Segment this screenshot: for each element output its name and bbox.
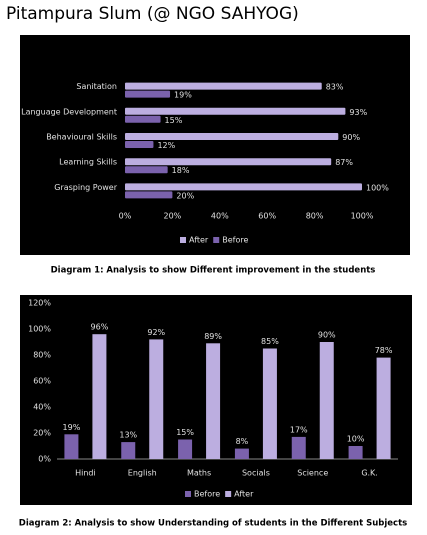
- bar: [291, 436, 306, 459]
- y-tick-label: 20%: [33, 429, 51, 438]
- y-tick-label: 100%: [28, 325, 51, 334]
- value-label: 96%: [91, 323, 109, 332]
- x-tick-label: Hindi: [75, 469, 96, 478]
- x-tick-label: 60%: [258, 212, 276, 221]
- x-tick-label: 80%: [306, 212, 324, 221]
- x-tick-label: Maths: [187, 469, 211, 478]
- bar: [149, 339, 164, 459]
- x-tick-label: 100%: [351, 212, 374, 221]
- bar: [125, 90, 171, 98]
- y-tick-label: 40%: [33, 403, 51, 412]
- bar: [125, 107, 346, 115]
- value-label: 12%: [157, 141, 175, 150]
- legend-label: Before: [222, 236, 248, 245]
- value-label: 78%: [375, 346, 393, 355]
- value-label: 90%: [318, 331, 336, 340]
- x-tick-label: Socials: [242, 469, 270, 478]
- bar: [125, 141, 154, 148]
- bar: [376, 357, 391, 459]
- y-tick-label: Behavioural Skills: [46, 133, 117, 142]
- y-tick-label: 60%: [33, 377, 51, 386]
- y-tick-label: Learning Skills: [59, 158, 117, 167]
- bar: [125, 115, 161, 123]
- bar: [92, 334, 107, 459]
- x-tick-label: English: [128, 469, 157, 478]
- y-tick-label: 80%: [33, 351, 51, 360]
- value-label: 13%: [119, 431, 137, 440]
- y-tick-label: Language Development: [21, 107, 117, 116]
- bar: [125, 158, 332, 166]
- y-tick-label: 120%: [28, 299, 51, 308]
- value-label: 83%: [326, 83, 344, 92]
- value-label: 19%: [174, 91, 192, 100]
- y-tick-label: Grasping Power: [54, 183, 117, 192]
- bar: [125, 133, 339, 140]
- value-label: 17%: [290, 425, 308, 434]
- legend-swatch: [225, 491, 232, 497]
- value-label: 15%: [176, 428, 194, 437]
- value-label: 90%: [342, 133, 360, 142]
- legend-label: After: [234, 490, 254, 499]
- x-tick-label: G.K.: [361, 469, 378, 478]
- bar: [121, 442, 136, 459]
- value-label: 93%: [349, 108, 367, 117]
- value-label: 19%: [63, 423, 81, 432]
- y-tick-label: Sanitation: [76, 82, 117, 91]
- value-label: 89%: [204, 332, 222, 341]
- bar: [348, 446, 363, 459]
- bar: [319, 342, 334, 459]
- legend-swatch: [213, 237, 220, 243]
- bar: [234, 448, 249, 459]
- bar: [125, 183, 362, 191]
- value-label: 20%: [176, 191, 194, 200]
- caption: Diagram 1: Analysis to show Different im…: [51, 266, 376, 276]
- value-label: 85%: [261, 337, 279, 346]
- legend-label: After: [189, 236, 209, 245]
- value-label: 87%: [335, 158, 353, 167]
- chart-background: [20, 35, 410, 255]
- x-tick-label: 40%: [211, 212, 229, 221]
- legend-swatch: [185, 491, 191, 497]
- bar: [64, 434, 79, 459]
- legend-label: Before: [194, 490, 220, 499]
- bar: [125, 191, 173, 199]
- x-tick-label: 0%: [119, 212, 132, 221]
- bar: [206, 343, 221, 459]
- value-label: 92%: [147, 328, 165, 337]
- x-tick-label: 20%: [164, 212, 182, 221]
- caption: Diagram 2: Analysis to show Understandin…: [19, 519, 407, 529]
- value-label: 10%: [347, 435, 365, 444]
- bar: [262, 348, 277, 459]
- value-label: 15%: [165, 116, 183, 125]
- value-label: 18%: [172, 166, 190, 175]
- legend-swatch: [180, 237, 186, 243]
- x-tick-label: Science: [297, 469, 328, 478]
- y-tick-label: 0%: [38, 455, 51, 464]
- value-label: 100%: [366, 183, 389, 192]
- bar: [125, 166, 168, 174]
- value-label: 8%: [236, 437, 249, 446]
- bar: [125, 82, 322, 90]
- page-title: Pitampura Slum (@ NGO SAHYOG): [6, 4, 299, 24]
- bar: [178, 439, 193, 459]
